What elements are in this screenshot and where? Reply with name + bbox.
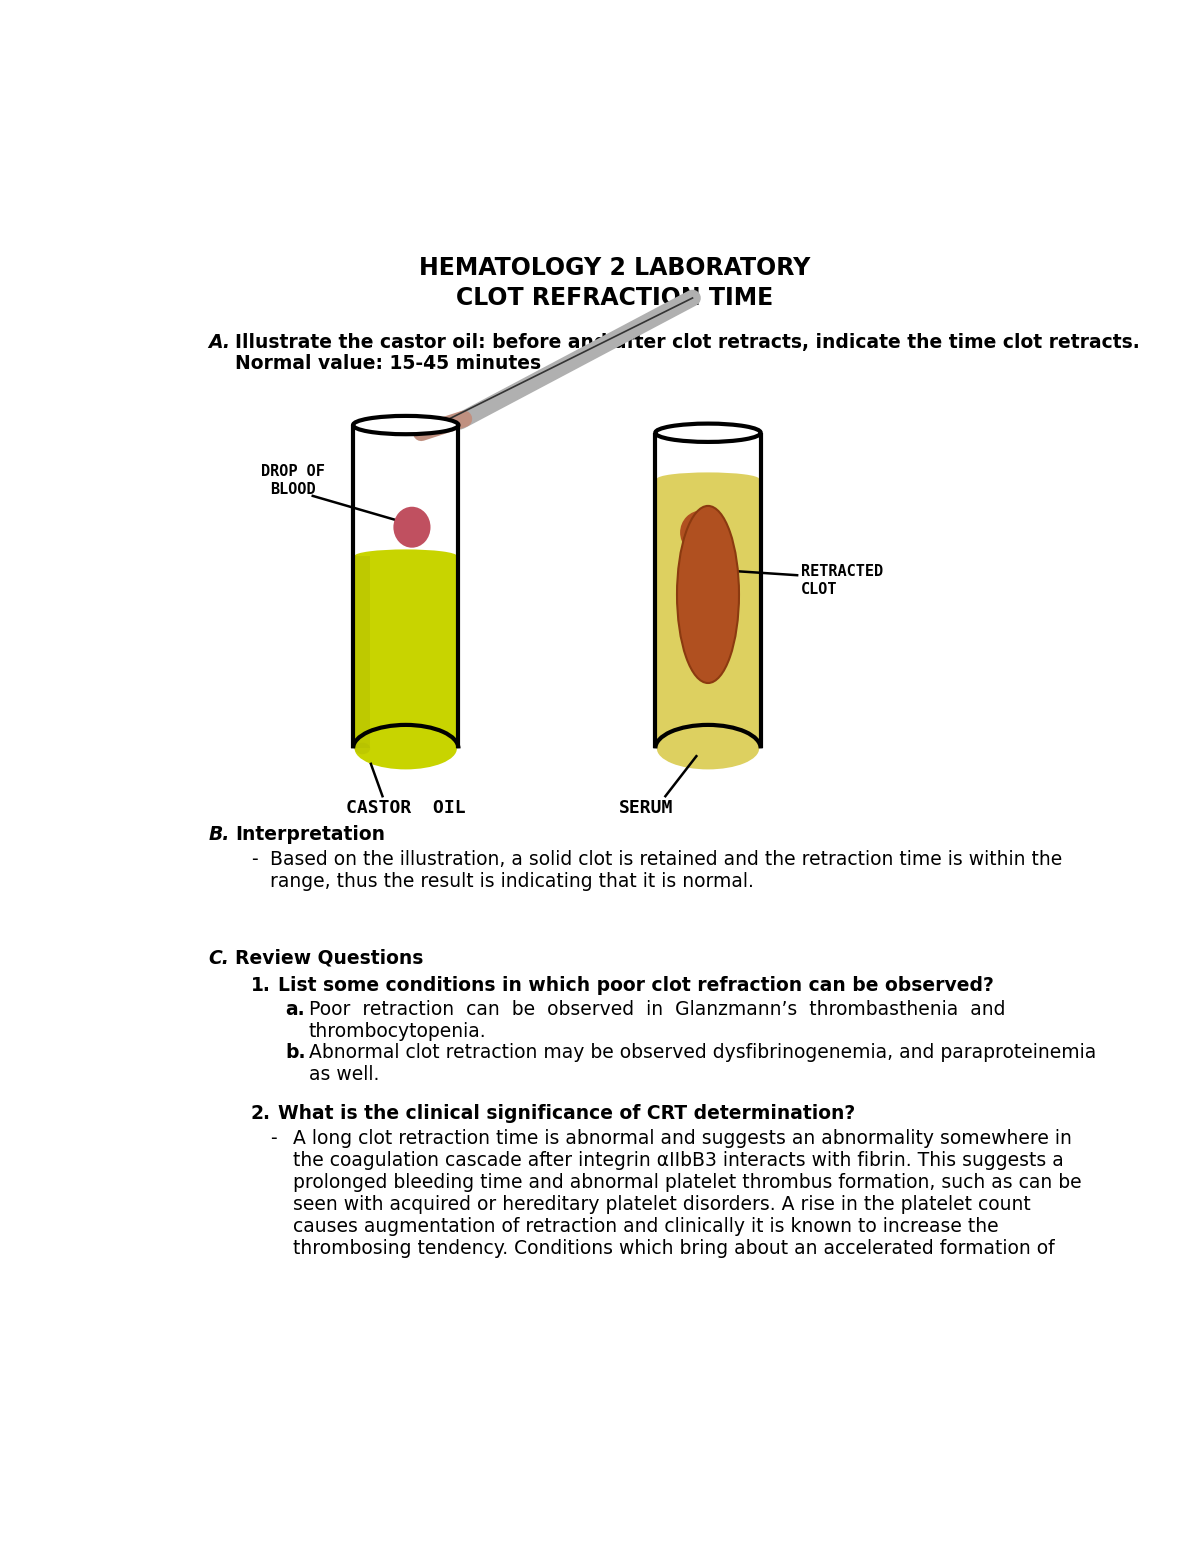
Ellipse shape [655,725,761,772]
Text: Poor  retraction  can  be  observed  in  Glanzmann’s  thrombasthenia  and
thromb: Poor retraction can be observed in Glanz… [308,1000,1006,1041]
Text: Illustrate the castor oil: before and after clot retracts, indicate the time clo: Illustrate the castor oil: before and af… [235,332,1140,351]
Ellipse shape [656,727,760,769]
Ellipse shape [355,550,457,562]
Text: Abnormal clot retraction may be observed dysfibrinogenemia, and paraproteinemia
: Abnormal clot retraction may be observed… [308,1042,1096,1084]
Text: HEMATOLOGY 2 LABORATORY: HEMATOLOGY 2 LABORATORY [419,256,811,280]
Text: Review Questions: Review Questions [235,949,424,968]
Ellipse shape [656,472,760,486]
Text: SERUM: SERUM [619,798,673,817]
Text: b.: b. [286,1042,306,1062]
Text: -: - [270,1129,277,1148]
Text: CASTOR  OIL: CASTOR OIL [346,798,466,817]
Text: Interpretation: Interpretation [235,826,385,845]
Ellipse shape [353,725,458,772]
Ellipse shape [680,511,724,554]
Text: A long clot retraction time is abnormal and suggests an abnormality somewhere in: A long clot retraction time is abnormal … [293,1129,1082,1258]
Ellipse shape [353,416,458,435]
Ellipse shape [655,424,761,443]
Text: C.: C. [208,949,229,968]
Bar [355,556,457,749]
Text: List some conditions in which poor clot refraction can be observed?: List some conditions in which poor clot … [278,975,994,994]
Text: DROP OF
BLOOD: DROP OF BLOOD [262,463,325,497]
Bar [656,478,760,749]
Bar [655,433,761,749]
Text: CLOT REFRACTION TIME: CLOT REFRACTION TIME [456,286,774,311]
Ellipse shape [355,742,370,755]
Polygon shape [400,516,425,542]
Ellipse shape [355,727,457,769]
Text: A.: A. [208,332,230,351]
Text: Normal value: 15-45 minutes: Normal value: 15-45 minutes [235,354,541,373]
Text: 1.: 1. [251,975,271,994]
Text: 2.: 2. [251,1104,271,1123]
Text: What is the clinical significance of CRT determination?: What is the clinical significance of CRT… [278,1104,856,1123]
Ellipse shape [394,506,431,548]
Text: B.: B. [208,826,229,845]
Text: -: - [251,849,257,870]
Bar [353,426,458,749]
Bar [355,556,370,749]
Text: a.: a. [286,1000,305,1019]
Text: Based on the illustration, a solid clot is retained and the retraction time is w: Based on the illustration, a solid clot … [270,849,1062,891]
Text: RETRACTED
CLOT: RETRACTED CLOT [802,564,883,598]
Ellipse shape [677,506,739,683]
